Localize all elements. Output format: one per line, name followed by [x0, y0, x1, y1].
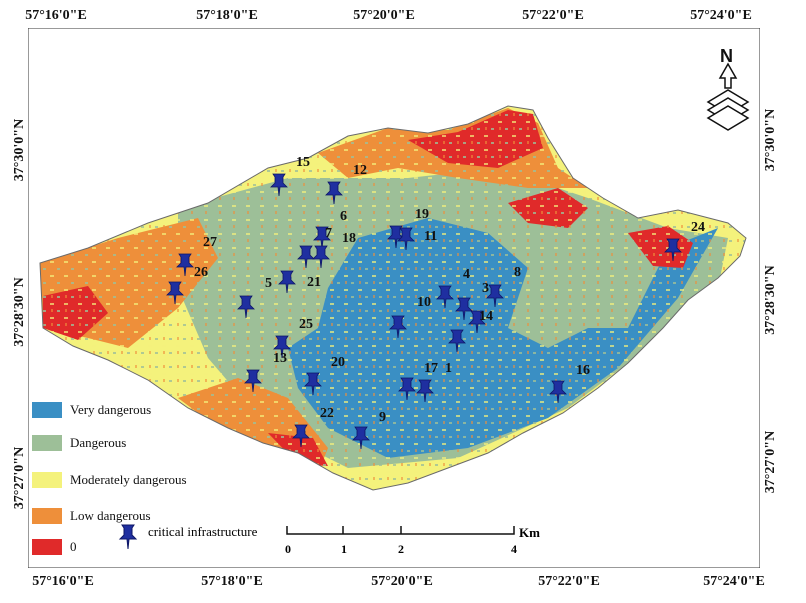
critical-infrastructure-marker — [448, 329, 466, 353]
site-label-26: 26 — [194, 265, 208, 280]
site-label-11: 11 — [424, 229, 437, 244]
critical-infrastructure-marker — [312, 245, 330, 269]
scale-unit: Km — [519, 525, 540, 540]
critical-infrastructure-marker — [325, 181, 343, 205]
site-label-19: 19 — [415, 207, 429, 222]
coord-top-5: 57°24'0"E — [690, 8, 752, 23]
map-frame: 15 12 6 19 7 18 11 27 26 4 8 21 5 3 10 2… — [28, 28, 760, 568]
site-label-3: 3 — [482, 281, 489, 296]
scale-tick-2: 2 — [398, 542, 404, 556]
critical-infrastructure-marker — [237, 295, 255, 319]
critical-infrastructure-marker — [436, 285, 454, 309]
site-label-6: 6 — [340, 209, 347, 224]
critical-infrastructure-marker — [398, 377, 416, 401]
critical-infrastructure-marker — [244, 369, 262, 393]
legend-label-very-dangerous: Very dangerous — [70, 402, 152, 417]
coord-bottom-3: 57°20'0"E — [371, 574, 433, 589]
site-label-24: 24 — [691, 220, 705, 235]
pushpin-icon — [118, 524, 138, 550]
site-label-10: 10 — [417, 295, 431, 310]
legend-swatch-dangerous — [32, 435, 62, 451]
site-label-7: 7 — [325, 226, 332, 241]
coord-left-1: 37°30'0"N — [12, 118, 27, 182]
coord-right-1: 37°30'0"N — [763, 108, 778, 172]
critical-infrastructure-marker — [273, 335, 291, 359]
critical-infrastructure-marker — [304, 372, 322, 396]
legend-item-zero: 0 — [32, 538, 77, 556]
legend-label-low-dangerous: Low dangerous — [70, 508, 151, 523]
coord-left-3: 37°27'0"N — [12, 446, 27, 510]
scale-bar-graphic — [286, 526, 515, 535]
critical-infrastructure-marker — [397, 227, 415, 251]
legend-item-very-dangerous: Very dangerous — [32, 401, 151, 419]
coord-top-4: 57°22'0"E — [522, 8, 584, 23]
legend-item-moderately-dangerous: Moderately dangerous — [32, 471, 187, 489]
coord-top-2: 57°18'0"E — [196, 8, 258, 23]
site-label-13: 13 — [273, 351, 287, 366]
site-label-27: 27 — [203, 235, 217, 250]
critical-infrastructure-marker — [278, 270, 296, 294]
critical-infrastructure-marker — [664, 238, 682, 262]
legend-item-low-dangerous: Low dangerous — [32, 507, 151, 525]
legend-item-critical-infrastructure: critical infrastructure — [118, 523, 258, 551]
north-arrow-icon: N — [706, 46, 750, 131]
north-label: N — [720, 46, 733, 66]
legend-label-critical-infrastructure: critical infrastructure — [148, 524, 258, 539]
scale-tick-1: 1 — [341, 542, 347, 556]
critical-infrastructure-marker — [166, 281, 184, 305]
site-label-22: 22 — [320, 406, 334, 421]
legend-swatch-low-dangerous — [32, 508, 62, 524]
site-label-25: 25 — [299, 317, 313, 332]
site-label-12: 12 — [353, 163, 367, 178]
coord-left-2: 37°28'30"N — [12, 277, 27, 347]
scale-tick-0: 0 — [285, 542, 291, 556]
critical-infrastructure-marker — [292, 424, 310, 448]
legend-swatch-very-dangerous — [32, 402, 62, 418]
site-label-14: 14 — [479, 309, 493, 324]
critical-infrastructure-marker — [486, 284, 504, 308]
coord-bottom-1: 57°16'0"E — [32, 574, 94, 589]
critical-infrastructure-marker — [176, 253, 194, 277]
site-label-21: 21 — [307, 275, 321, 290]
critical-infrastructure-marker — [416, 379, 434, 403]
infrastructure-markers — [166, 173, 682, 450]
coord-top-3: 57°20'0"E — [353, 8, 415, 23]
coord-top-1: 57°16'0"E — [25, 8, 87, 23]
coord-right-2: 37°28'30"N — [763, 265, 778, 335]
legend-item-dangerous: Dangerous — [32, 434, 126, 452]
critical-infrastructure-marker — [389, 315, 407, 339]
critical-infrastructure-marker — [352, 426, 370, 450]
coord-bottom-2: 57°18'0"E — [201, 574, 263, 589]
critical-infrastructure-marker — [313, 226, 331, 250]
scale-tick-4: 4 — [511, 542, 517, 556]
legend-label-moderately-dangerous: Moderately dangerous — [70, 472, 187, 487]
site-label-18: 18 — [342, 231, 356, 246]
legend-swatch-zero — [32, 539, 62, 555]
critical-infrastructure-marker — [297, 245, 315, 269]
coord-bottom-5: 57°24'0"E — [703, 574, 765, 589]
site-label-4: 4 — [463, 267, 470, 282]
critical-infrastructure-marker — [270, 173, 288, 197]
legend-swatch-moderately-dangerous — [32, 472, 62, 488]
critical-infrastructure-marker — [455, 297, 473, 321]
legend-label-zero: 0 — [70, 539, 77, 554]
site-label-20: 20 — [331, 355, 345, 370]
site-label-17: 17 — [424, 361, 438, 376]
site-label-9: 9 — [379, 410, 386, 425]
site-label-5: 5 — [265, 276, 272, 291]
critical-infrastructure-marker — [549, 380, 567, 404]
coord-right-3: 37°27'0"N — [763, 430, 778, 494]
critical-infrastructure-marker — [468, 310, 486, 334]
site-label-16: 15 — [296, 155, 310, 170]
legend-label-dangerous: Dangerous — [70, 435, 127, 450]
site-label-1: 1 — [445, 361, 452, 376]
scale-bar: 0 1 2 4 Km — [285, 524, 540, 564]
site-label-8: 8 — [514, 265, 521, 280]
coord-bottom-4: 57°22'0"E — [538, 574, 600, 589]
site-label-15: 16 — [576, 363, 590, 378]
